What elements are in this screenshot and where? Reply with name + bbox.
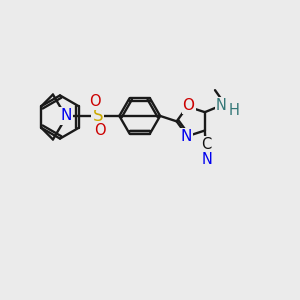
Text: O: O bbox=[89, 94, 101, 109]
Text: S: S bbox=[92, 107, 103, 125]
Text: O: O bbox=[183, 98, 195, 113]
Text: N: N bbox=[61, 108, 72, 123]
Text: H: H bbox=[229, 103, 239, 118]
Text: O: O bbox=[94, 123, 106, 138]
Text: N: N bbox=[201, 152, 212, 167]
Text: N: N bbox=[216, 98, 227, 113]
Text: N: N bbox=[181, 129, 192, 144]
Text: C: C bbox=[201, 137, 211, 152]
